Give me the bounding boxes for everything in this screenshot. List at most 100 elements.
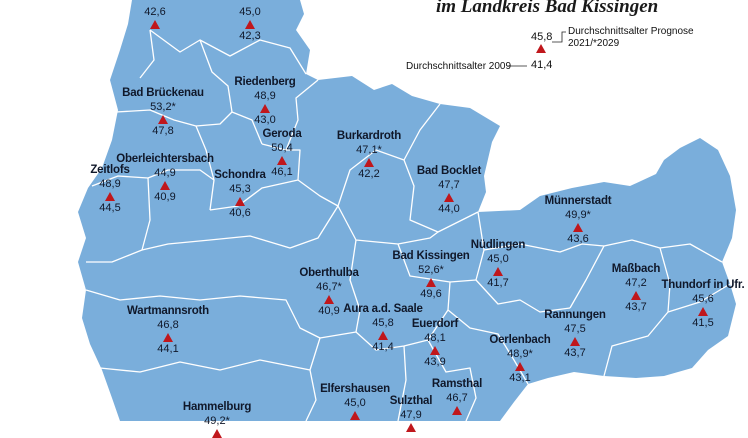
marker-triangle-rannungen	[570, 337, 580, 346]
legend-prognosis-label-line2: 2021/*2029	[568, 38, 620, 49]
forecast-age-wartmannsroth: 46,8	[157, 319, 179, 331]
age-2009-geroda: 46,1	[271, 166, 293, 178]
forecast-age-unnamed-0: 42,6	[144, 6, 166, 18]
forecast-age-riedenberg: 48,9	[254, 90, 276, 102]
place-label-burkardroth: Burkardroth	[336, 130, 402, 142]
forecast-age-bad-kissingen: 52,6*	[418, 264, 444, 276]
place-label-schondra: Schondra	[214, 169, 266, 181]
forecast-age-burkardroth: 47,1*	[356, 144, 382, 156]
forecast-age-muennerstadt: 49,9*	[565, 209, 591, 221]
place-label-zeitlofs: Zeitlofs	[90, 164, 130, 176]
place-label-geroda: Geroda	[262, 128, 302, 140]
forecast-age-bad-bocklet: 47,7	[438, 179, 460, 191]
age-2009-rannungen: 43,7	[564, 347, 586, 359]
forecast-age-oerlenbach: 48,9*	[507, 348, 533, 360]
place-label-rannungen: Rannungen	[544, 309, 606, 321]
forecast-age-zeitlofs: 48,9	[99, 178, 121, 190]
age-2009-wartmannsroth: 44,1	[157, 343, 179, 355]
marker-triangle-unnamed-0	[150, 20, 160, 29]
forecast-age-geroda: 50,4	[271, 142, 293, 154]
age-2009-aura-a-d-saale: 41,4	[372, 341, 394, 353]
age-2009-oberleichtersbach: 40,9	[154, 191, 176, 203]
place-label-bad-kissingen: Bad Kissingen	[392, 250, 470, 262]
place-label-massbach: Maßbach	[611, 263, 661, 275]
forecast-age-euerdorf: 48,1	[424, 332, 446, 344]
forecast-age-massbach: 47,2	[625, 277, 647, 289]
age-2009-muennerstadt: 43,6	[567, 233, 589, 245]
marker-triangle-ramsthal	[452, 406, 462, 415]
marker-triangle-massbach	[631, 291, 641, 300]
marker-triangle-geroda	[277, 156, 287, 165]
age-2009-unnamed-1: 42,3	[239, 30, 261, 42]
age-2009-bad-bocklet: 44,0	[438, 203, 460, 215]
marker-triangle-sulzthal	[406, 423, 416, 432]
age-2009-thundorf-in-ufr: 41,5	[692, 317, 714, 329]
legend-prognosis-label-line1: Durchschnittsalter Prognose	[568, 26, 694, 37]
marker-triangle-nuedlingen	[493, 267, 503, 276]
marker-triangle-bad-bocklet	[444, 193, 454, 202]
place-label-wartmannsroth: Wartmannsroth	[127, 305, 209, 317]
legend-base-label: Durchschnittsalter 2009	[406, 61, 512, 72]
age-2009-euerdorf: 43,9	[424, 356, 446, 368]
age-2009-schondra: 40,6	[229, 207, 251, 219]
forecast-age-elfershausen: 45,0	[344, 397, 366, 409]
marker-triangle-burkardroth	[364, 158, 374, 167]
forecast-age-nuedlingen: 45,0	[487, 253, 509, 265]
age-2009-zeitlofs: 44,5	[99, 202, 121, 214]
legend-marker-triangle	[536, 44, 546, 53]
age-2009-bad-brueckenau: 47,8	[152, 125, 174, 137]
marker-triangle-bad-brueckenau	[158, 115, 168, 124]
marker-triangle-zeitlofs	[105, 192, 115, 201]
marker-triangle-elfershausen	[350, 411, 360, 420]
forecast-age-ramsthal: 46,7	[446, 392, 468, 404]
place-label-nuedlingen: Nüdlingen	[470, 239, 526, 251]
place-label-oberthulba: Oberthulba	[299, 267, 359, 279]
place-label-bad-brueckenau: Bad Brückenau	[122, 87, 204, 99]
place-label-oberleichtersbach: Oberleichtersbach	[116, 153, 214, 165]
age-2009-burkardroth: 42,2	[358, 168, 380, 180]
marker-triangle-oerlenbach	[515, 362, 525, 371]
marker-triangle-bad-kissingen	[426, 278, 436, 287]
forecast-age-oberleichtersbach: 44,9	[154, 167, 176, 179]
legend-lines	[507, 31, 566, 67]
marker-triangle-hammelburg	[212, 429, 222, 438]
place-label-riedenberg: Riedenberg	[234, 76, 296, 88]
marker-triangle-aura-a-d-saale	[378, 331, 388, 340]
place-label-bad-bocklet: Bad Bocklet	[416, 165, 482, 177]
marker-triangle-thundorf-in-ufr	[698, 307, 708, 316]
legend-base-value: 41,4	[531, 59, 553, 71]
age-2009-riedenberg: 43,0	[254, 114, 276, 126]
age-2009-oerlenbach: 43,1	[509, 372, 531, 384]
place-label-hammelburg: Hammelburg	[182, 401, 252, 413]
marker-triangle-riedenberg	[260, 104, 270, 113]
forecast-age-hammelburg: 49,2*	[204, 415, 230, 427]
place-label-sulzthal: Sulzthal	[389, 395, 433, 407]
age-2009-nuedlingen: 41,7	[487, 277, 509, 289]
legend-prognosis-value: 45,8	[531, 31, 553, 43]
place-label-aura-a-d-saale: Aura a.d. Saale	[343, 303, 423, 315]
marker-triangle-oberthulba	[324, 295, 334, 304]
marker-triangle-schondra	[235, 197, 245, 206]
forecast-age-aura-a-d-saale: 45,8	[372, 317, 394, 329]
forecast-age-unnamed-1: 45,0	[239, 6, 261, 18]
forecast-age-rannungen: 47,5	[564, 323, 586, 335]
forecast-age-sulzthal: 47,9	[400, 409, 422, 421]
age-2009-massbach: 43,7	[625, 301, 647, 313]
forecast-age-schondra: 45,3	[229, 183, 251, 195]
legend-prognosis-label: Durchschnittsalter Prognose 2021/*2029	[568, 26, 694, 50]
forecast-age-oberthulba: 46,7*	[316, 281, 342, 293]
place-label-euerdorf: Euerdorf	[411, 318, 459, 330]
marker-triangle-unnamed-1	[245, 20, 255, 29]
forecast-age-bad-brueckenau: 53,2*	[150, 101, 176, 113]
place-label-ramsthal: Ramsthal	[431, 378, 483, 390]
place-label-oerlenbach: Oerlenbach	[489, 334, 551, 346]
district-area	[78, 0, 736, 421]
place-label-thundorf-in-ufr: Thundorf in Ufr.	[661, 279, 745, 291]
age-2009-bad-kissingen: 49,6	[420, 288, 442, 300]
place-label-elfershausen: Elfershausen	[320, 383, 390, 395]
forecast-age-thundorf-in-ufr: 45,6	[692, 293, 714, 305]
marker-triangle-wartmannsroth	[163, 333, 173, 342]
map-title: im Landkreis Bad Kissingen	[436, 0, 659, 17]
place-label-muennerstadt: Münnerstadt	[544, 195, 612, 207]
marker-triangle-euerdorf	[430, 346, 440, 355]
